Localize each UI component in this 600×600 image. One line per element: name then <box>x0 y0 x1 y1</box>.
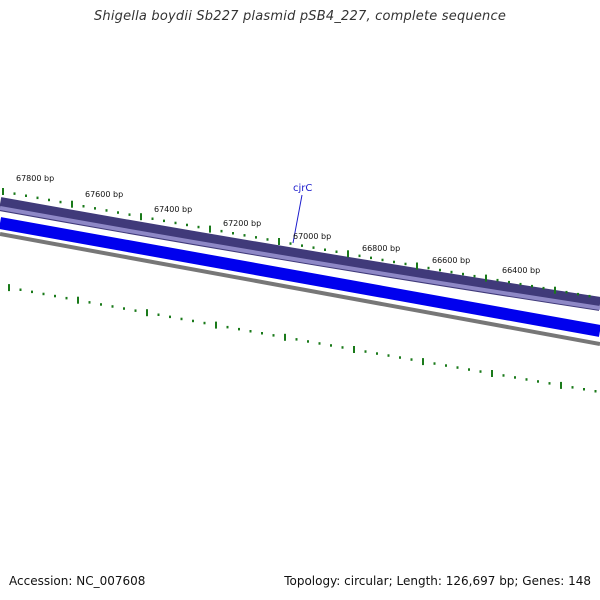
length-label: Length: <box>396 574 442 588</box>
ruler-label: 67800 bp <box>16 174 54 183</box>
inner-tick-ring <box>8 284 597 393</box>
ruler-label: 66800 bp <box>362 244 400 253</box>
genes-value: 148 <box>568 574 591 588</box>
outer-feature-track-inner <box>0 206 600 310</box>
ruler-label: 67200 bp <box>223 219 261 228</box>
backbone-ring <box>0 232 600 346</box>
accession-value: NC_007608 <box>76 574 146 588</box>
outer-tick-ring <box>2 188 591 298</box>
ruler-labels: 67800 bp 67600 bp 67400 bp 67200 bp 6700… <box>16 174 540 275</box>
ruler-label: 67600 bp <box>85 190 123 199</box>
gene-label-cjrC[interactable]: cjrC <box>293 183 312 194</box>
genes-label: Genes: <box>522 574 565 588</box>
ruler-label: 67000 bp <box>293 232 331 241</box>
ruler-label: 67400 bp <box>154 205 192 214</box>
accession-label: Accession: <box>9 574 73 588</box>
gene-track-cjrC[interactable] <box>0 217 600 337</box>
length-value: 126,697 bp <box>445 574 515 588</box>
topology-label: Topology: <box>284 574 341 588</box>
ruler-label: 66400 bp <box>502 266 540 275</box>
map-title: Shigella boydii Sb227 plasmid pSB4_227, … <box>93 9 507 24</box>
gene-label-pointer <box>292 194 303 244</box>
topology-value: circular <box>344 574 389 588</box>
accession-info: Accession: NC_007608 <box>9 574 145 588</box>
ruler-label: 66600 bp <box>432 256 470 265</box>
outer-feature-track[interactable] <box>0 197 600 311</box>
sequence-summary: Topology: circular; Length: 126,697 bp; … <box>284 574 591 588</box>
